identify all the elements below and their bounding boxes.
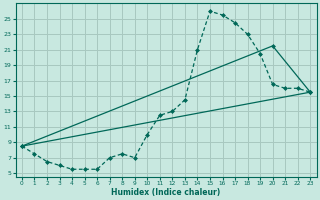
X-axis label: Humidex (Indice chaleur): Humidex (Indice chaleur) (111, 188, 221, 197)
